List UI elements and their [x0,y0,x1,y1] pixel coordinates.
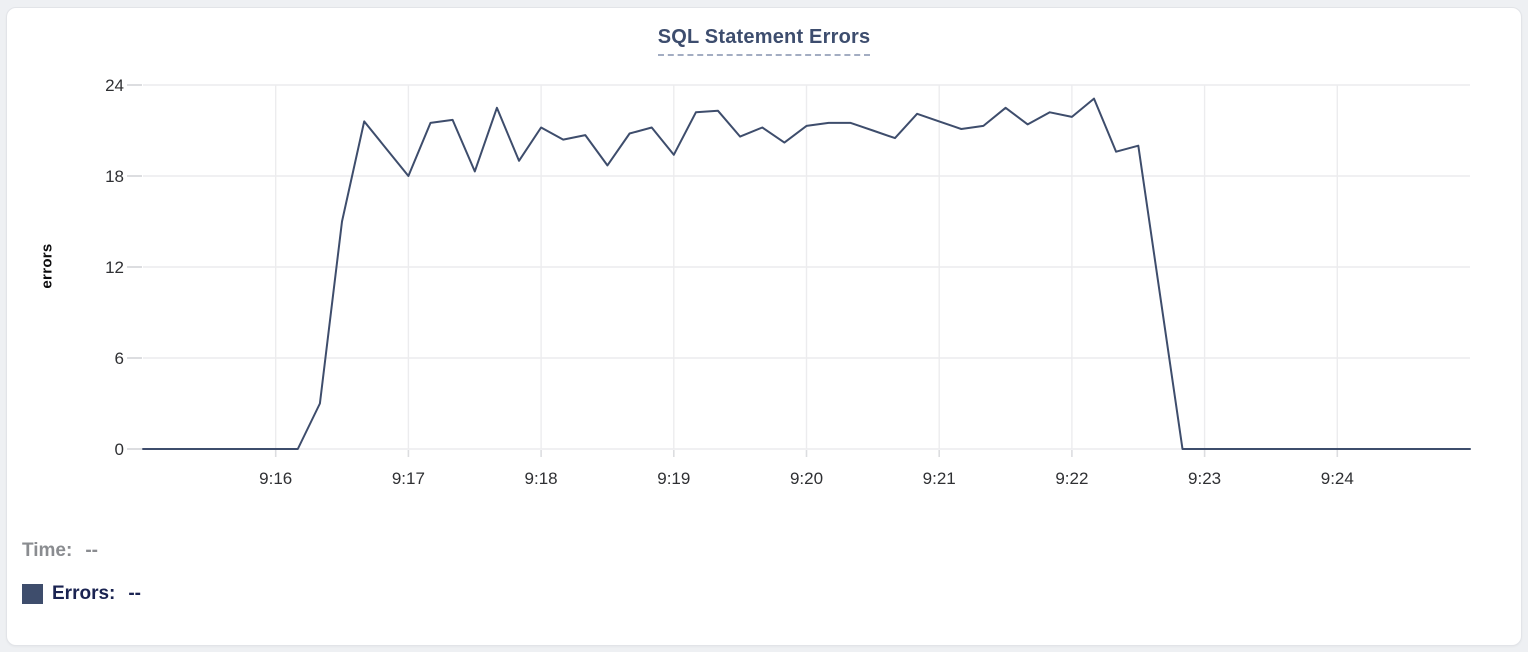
y-tick-label: 6 [114,348,124,368]
legend-time-row: Time: -- [22,540,98,562]
chart-title[interactable]: SQL Statement Errors [657,26,871,56]
legend-errors-value: -- [128,583,142,604]
errors-series-swatch [22,584,43,604]
y-tick-label: 0 [114,439,124,459]
y-tick-label: 18 [105,166,124,186]
x-tick-label: 9:24 [1320,469,1354,488]
y-tick-label: 12 [105,257,124,277]
legend-time-label: Time: [22,540,73,561]
line-chart-plot [127,84,1471,457]
y-tick-label: 24 [105,75,124,95]
chart-card [6,7,1522,646]
legend-errors-label: Errors: [52,583,116,604]
x-tick-label: 9:21 [922,469,956,488]
legend-errors-row[interactable]: Errors: -- [22,583,141,605]
errors-series-line [142,97,1471,450]
x-tick-label: 9:16 [259,469,293,488]
x-tick-label: 9:18 [524,469,558,488]
x-tick-label: 9:20 [789,469,824,488]
x-tick-label: 9:23 [1188,469,1222,488]
legend-time-value: -- [85,540,98,561]
x-tick-label: 9:17 [391,469,425,488]
x-tick-label: 9:22 [1055,469,1089,488]
chart-title-wrap: SQL Statement Errors [0,26,1528,56]
x-tick-label: 9:19 [657,469,691,488]
y-axis-label: errors [38,243,56,289]
